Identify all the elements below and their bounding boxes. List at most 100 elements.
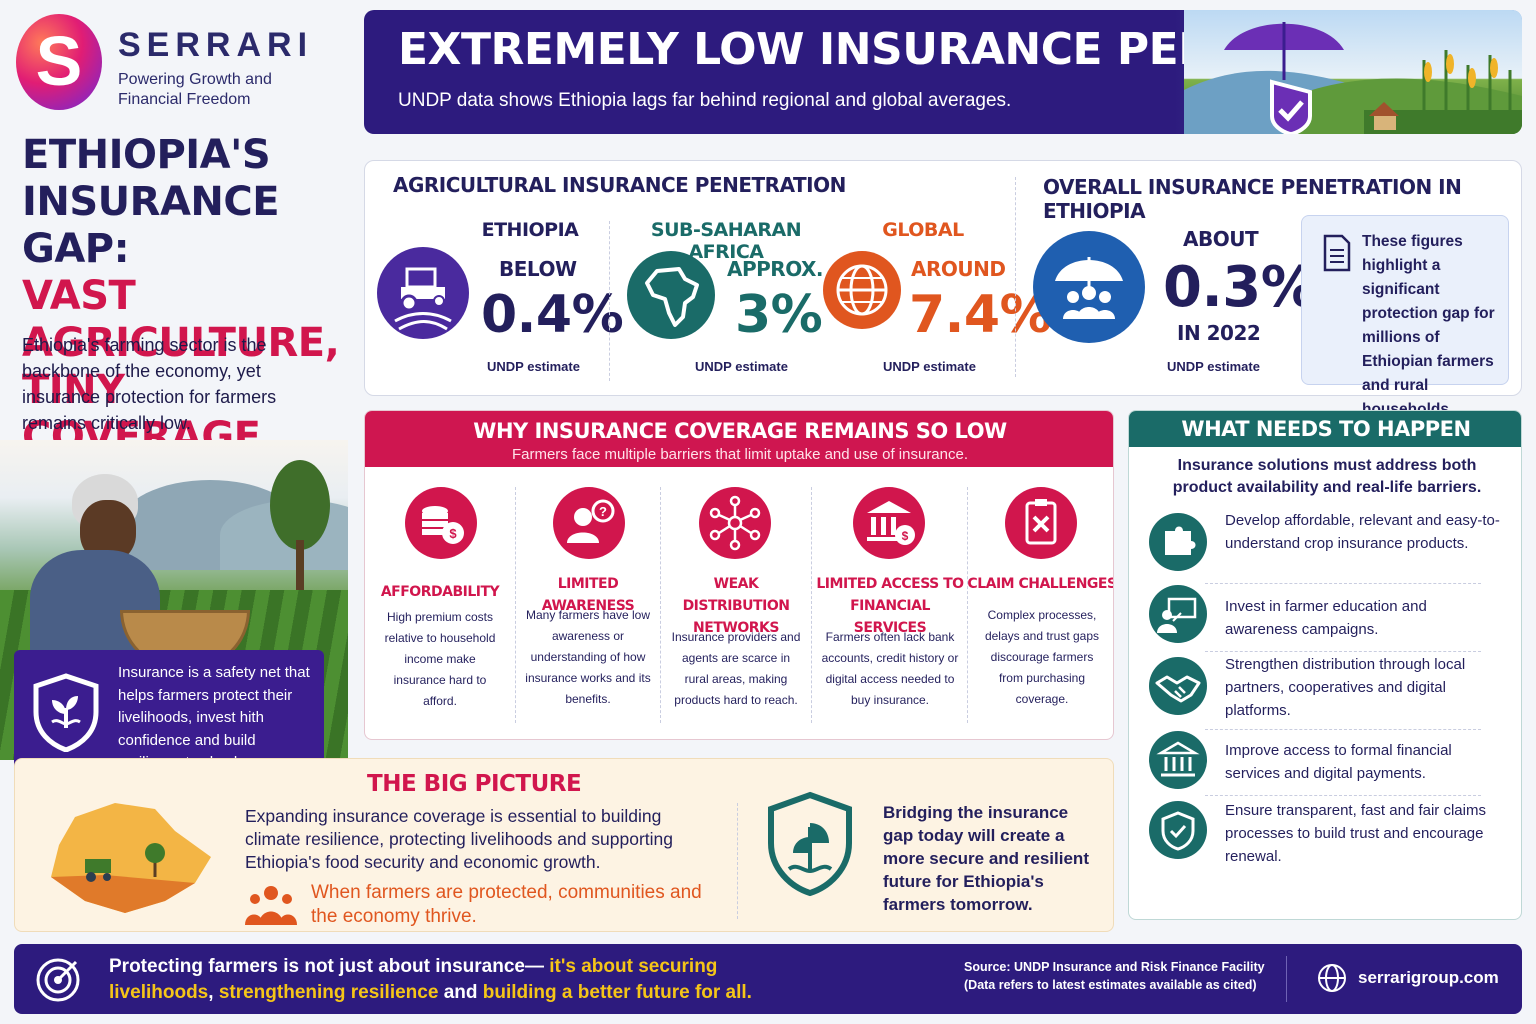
overall-year: IN 2022 (1177, 321, 1261, 345)
svg-text:$: $ (449, 526, 457, 541)
barrier-title: AFFORDABILITY (380, 584, 500, 600)
bank-icon: $ (853, 487, 925, 559)
top-banner: EXTREMELY LOW INSURANCE PENETRATION UNDP… (364, 10, 1522, 134)
brand-tagline: Powering Growth and Financial Freedom (118, 71, 272, 108)
network-icon (699, 487, 771, 559)
divider (515, 487, 516, 723)
shield-check-icon (1149, 801, 1207, 859)
divider (1286, 956, 1287, 1002)
barrier-title: CLAIM CHALLENGES (967, 576, 1114, 592)
claim-form-icon (1005, 487, 1077, 559)
what-needs-card: WHAT NEEDS TO HAPPEN Insurance solutions… (1128, 410, 1522, 920)
divider (1205, 583, 1481, 584)
footer-text-c: , (208, 982, 219, 1003)
footer-text-a: Protecting farmers is not just about ins… (109, 956, 544, 977)
intro-text: Ethiopia's farming sector is the backbon… (22, 335, 277, 433)
target-icon (34, 956, 82, 1004)
footer-source: Source: UNDP Insurance and Risk Finance … (964, 958, 1284, 994)
barrier-affordability: $ AFFORDABILITY High premium costs relat… (365, 481, 515, 731)
barrier-awareness: ? LIMITED AWARENESS Many farmers have lo… (513, 481, 663, 731)
barrier-claims: CLAIM CHALLENGES Complex processes, dela… (967, 481, 1114, 731)
big-picture-card: THE BIG PICTURE Expanding insurance cove… (14, 758, 1114, 932)
barrier-text: Insurance providers and agents are scarc… (671, 630, 801, 707)
brand-name: SERRARI (118, 26, 314, 64)
svg-text:$: $ (902, 529, 909, 543)
handshake-icon (1149, 657, 1207, 715)
globe-icon (823, 251, 901, 329)
why-title: WHY INSURANCE COVERAGE REMAINS SO LOW (473, 419, 1007, 443)
big-picture-right-text: Bridging the insurance gap today will cr… (883, 803, 1089, 914)
action-text: Improve access to formal financial servi… (1225, 742, 1452, 782)
action-item: Invest in farmer education and awareness… (1149, 585, 1501, 649)
globe-icon (1316, 962, 1348, 994)
note-box: These figures highlight a significant pr… (1301, 215, 1509, 418)
barrier-financial-access: $ LIMITED ACCESS TO FINANCIAL SERVICES F… (815, 481, 965, 731)
big-picture-text: Expanding insurance coverage is essentia… (245, 806, 674, 872)
divider (811, 487, 812, 723)
footer-bar: Protecting farmers is not just about ins… (14, 944, 1522, 1014)
overall-section-title: OVERALL INSURANCE PENETRATION IN ETHIOPI… (1043, 175, 1462, 223)
farm-scene-illustration (1184, 10, 1522, 134)
umbrella-icon (1224, 22, 1344, 80)
stat-region-global: GLOBAL (882, 219, 964, 241)
barrier-text: Farmers often lack bank accounts, credit… (821, 630, 959, 707)
stat-source-ethiopia: UNDP estimate (487, 359, 580, 374)
big-picture-title: THE BIG PICTURE (367, 771, 582, 797)
action-item: Develop affordable, relevant and easy-to… (1149, 509, 1501, 579)
footer-text-e: and (438, 982, 483, 1003)
footer-text-b: it's about securing livelihoods (109, 956, 718, 1003)
question-person-icon: ? (553, 487, 625, 559)
what-title: WHAT NEEDS TO HAPPEN (1181, 417, 1471, 441)
document-icon (1323, 234, 1351, 272)
divider (1205, 795, 1481, 796)
divider (1205, 729, 1481, 730)
footer-text-d: strengthening resilience (218, 982, 439, 1003)
shield-check-icon (1270, 79, 1312, 134)
stat-prefix-ethiopia: BELOW (499, 257, 577, 281)
puzzle-icon (1149, 513, 1207, 571)
title-line-1: ETHIOPIA'S (22, 132, 271, 178)
title-line-3: VAST AGRICULTURE, (22, 273, 340, 366)
stat-source-ssa: UNDP estimate (695, 359, 788, 374)
banner-subtitle: UNDP data shows Ethiopia lags far behind… (398, 90, 1012, 111)
stat-region-ethiopia: ETHIOPIA (481, 219, 579, 241)
action-item: Strengthen distribution through local pa… (1149, 653, 1501, 725)
barrier-title: WEAK DISTRIBUTION NETWORKS (682, 576, 790, 636)
footer-source-line-1: Source: UNDP Insurance and Risk Finance … (964, 960, 1265, 974)
stat-region-ssa: SUB-SAHARAN AFRICA (650, 219, 802, 263)
agri-section-title: AGRICULTURAL INSURANCE PENETRATION (393, 173, 846, 197)
footer-source-line-2: (Data refers to latest estimates availab… (964, 978, 1257, 992)
note-text: These figures highlight a significant pr… (1362, 233, 1495, 418)
bank-icon (1149, 731, 1207, 789)
tractor-icon (377, 247, 469, 339)
divider (1205, 651, 1481, 652)
website-link[interactable]: serrarigroup.com (1358, 968, 1499, 987)
stat-prefix-ssa: APPROX. (727, 257, 824, 281)
logo-letter: S (35, 22, 83, 100)
umbrella-family-icon (1033, 231, 1145, 343)
barrier-text: Many farmers have low awareness or under… (525, 608, 651, 706)
logo-mark-icon (16, 14, 102, 110)
why-header: WHY INSURANCE COVERAGE REMAINS SO LOW Fa… (365, 411, 1113, 467)
shield-plant-icon (33, 673, 99, 752)
divider (737, 803, 738, 919)
stat-value-ethiopia: 0.4% (481, 285, 624, 345)
action-item: Ensure transparent, fast and fair claims… (1149, 799, 1501, 873)
overall-value: 0.3% (1163, 255, 1317, 320)
brand-logo: S SERRARI Powering Growth and Financial … (16, 14, 346, 114)
what-header: WHAT NEEDS TO HAPPEN (1129, 411, 1521, 447)
action-text: Strengthen distribution through local pa… (1225, 656, 1466, 719)
barrier-distribution: WEAK DISTRIBUTION NETWORKS Insurance pro… (661, 481, 811, 731)
divider (660, 487, 661, 723)
action-text: Invest in farmer education and awareness… (1225, 598, 1427, 638)
coins-icon: $ (405, 487, 477, 559)
why-low-card: WHY INSURANCE COVERAGE REMAINS SO LOW Fa… (364, 410, 1114, 740)
stat-source-global: UNDP estimate (883, 359, 976, 374)
divider (967, 487, 968, 723)
footer-text-f: building a better future for all. (482, 982, 752, 1003)
footer-message: Protecting farmers is not just about ins… (109, 954, 809, 1006)
overall-source: UNDP estimate (1167, 359, 1260, 374)
barrier-text: Complex processes, delays and trust gaps… (984, 608, 1100, 706)
africa-map-icon (627, 251, 715, 339)
community-icon (245, 883, 297, 927)
